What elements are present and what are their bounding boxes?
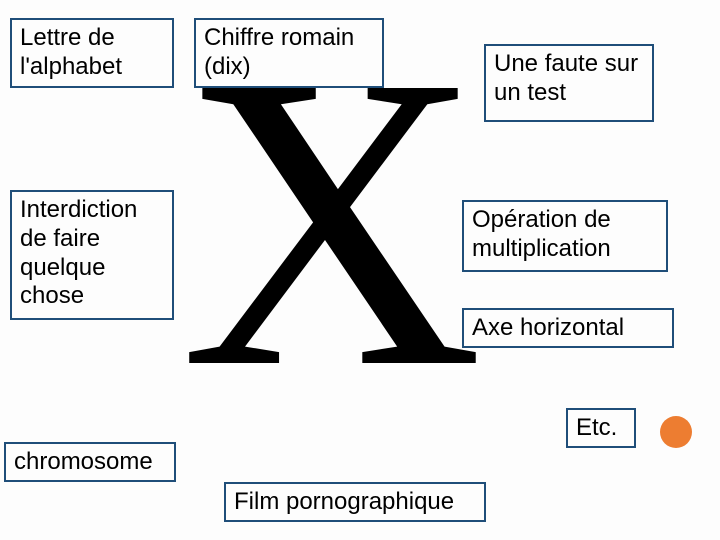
decorative-dot-icon xyxy=(660,416,692,448)
box-label: Etc. xyxy=(576,414,617,443)
box-label: Chiffre romain (dix) xyxy=(204,24,374,82)
box-label: Interdiction de faire quelque chose xyxy=(20,196,164,311)
box-label: chromosome xyxy=(14,448,153,477)
box-faute: Une faute sur un test xyxy=(484,44,654,122)
box-label: Lettre de l'alphabet xyxy=(20,24,164,82)
box-chromo: chromosome xyxy=(4,442,176,482)
box-label: Axe horizontal xyxy=(472,314,624,343)
box-etc: Etc. xyxy=(566,408,636,448)
box-label: Une faute sur un test xyxy=(494,50,644,108)
box-interdit: Interdiction de faire quelque chose xyxy=(10,190,174,320)
box-film: Film pornographique xyxy=(224,482,486,522)
box-label: Opération de multiplication xyxy=(472,206,658,264)
box-chiffre: Chiffre romain (dix) xyxy=(194,18,384,88)
box-label: Film pornographique xyxy=(234,488,454,517)
box-axe: Axe horizontal xyxy=(462,308,674,348)
box-lettre: Lettre de l'alphabet xyxy=(10,18,174,88)
box-mult: Opération de multiplication xyxy=(462,200,668,272)
